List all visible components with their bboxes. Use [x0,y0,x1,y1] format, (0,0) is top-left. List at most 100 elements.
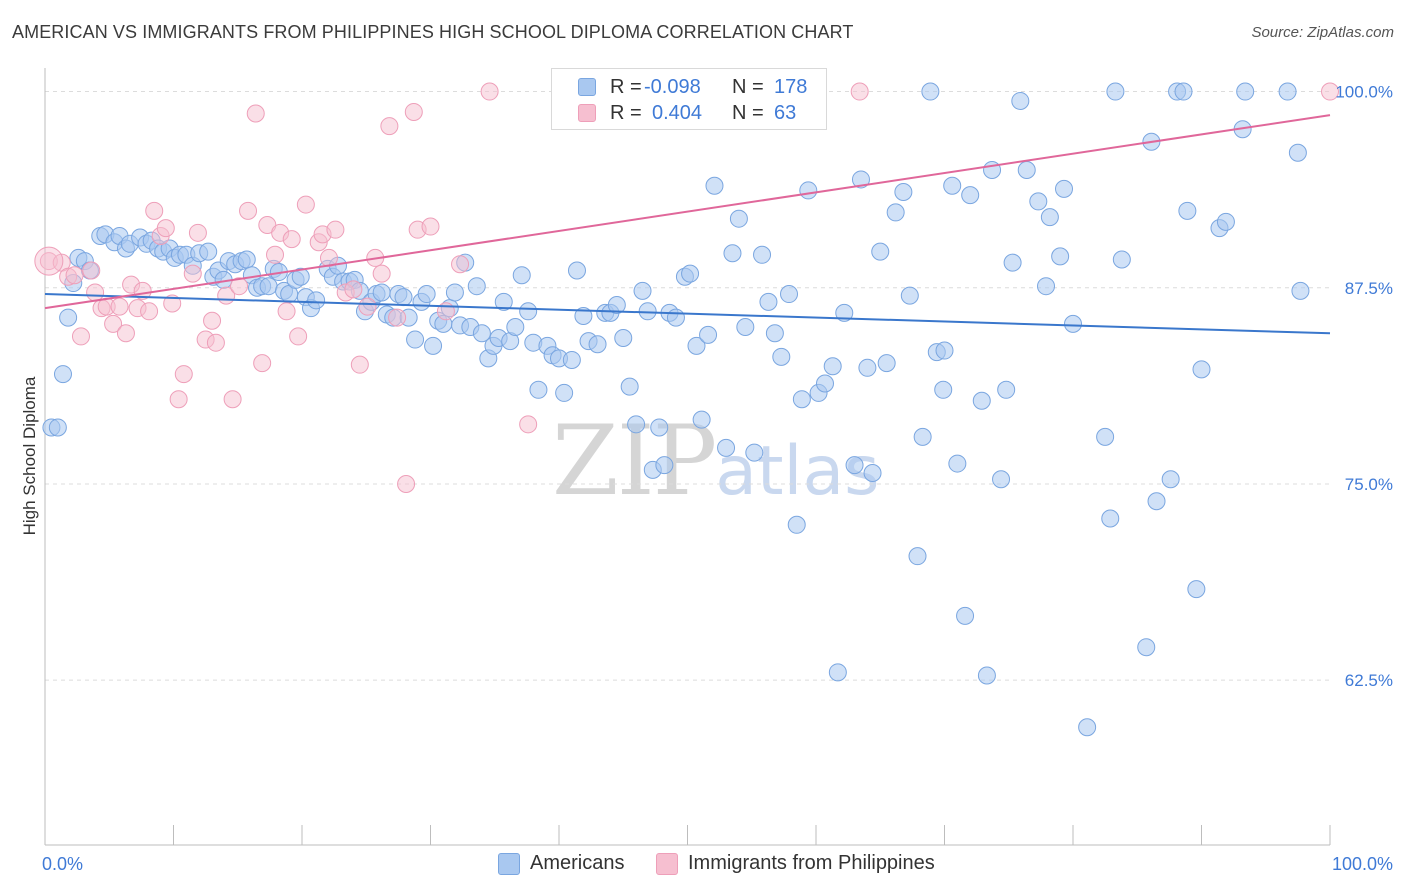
philippines-point [116,324,135,343]
americans-points [42,82,1310,737]
americans-point [237,250,256,269]
legend-n-label: N = [732,102,764,124]
americans-point [588,335,607,354]
americans-point [845,456,864,475]
philippines-point [404,102,423,121]
americans-point [1147,492,1166,511]
philippines-point [203,311,222,330]
americans-point [1101,509,1120,528]
legend-r-value: -0.098 [644,76,701,98]
americans-swatch [578,78,596,96]
philippines-point [372,264,391,283]
philippines-point [133,281,152,300]
philippines-point [421,217,440,236]
americans-point [736,318,755,336]
americans-point [935,341,954,360]
americans-point [823,357,842,376]
americans-point [1055,179,1074,198]
philippines-point [223,390,242,409]
americans-point [394,288,413,307]
americans-point [1003,253,1022,272]
philippines-point [380,117,399,136]
legend-r-label: R = [610,102,642,124]
philippines-point [246,104,265,123]
americans-point [48,418,67,437]
philippines-points [34,82,1339,493]
philippines-point [163,294,182,313]
americans-point [633,281,652,300]
axis-labels: 62.5% 75.0% 87.5% 100.0% 0.0% 100.0% High Scho… [20,83,1393,874]
philippines-point [71,327,90,346]
americans-point [699,325,718,344]
philippines-point [344,280,363,299]
americans-point [307,291,326,310]
americans-point [877,354,896,373]
americans-point [780,285,799,304]
philippines-point [277,302,296,321]
axes [44,68,1331,846]
americans-point [871,242,890,261]
americans-point [472,324,491,343]
americans-point [494,292,513,311]
philippines-point [266,245,285,264]
philippines-point-cluster [34,246,64,276]
americans-point [1192,360,1211,379]
philippines-point [1321,82,1339,101]
philippines-point [358,297,377,316]
americans-point [1178,201,1197,220]
legend-r-value: 0.404 [652,102,703,124]
americans-point [1236,82,1255,101]
philippines-legend-swatch [656,853,678,875]
americans-point [921,82,940,101]
philippines-legend-label: Immigrants from Philippines [688,852,935,874]
americans-point [723,244,742,263]
philippines-point [188,223,207,242]
philippines-point [388,308,407,327]
americans-point [567,261,586,280]
americans-point [997,380,1016,399]
philippines-point [86,283,105,302]
philippines-point [140,302,159,321]
americans-point [1096,427,1115,446]
americans-point [956,606,975,625]
americans-point [655,456,674,475]
americans-point [943,176,962,195]
americans-legend-swatch [498,853,520,875]
philippines-point [296,195,315,214]
americans-point [681,264,700,283]
philippines-point [397,474,416,493]
philippines-point [82,261,101,280]
philippines-point [253,354,272,373]
americans-point [851,170,870,189]
trend-lines [44,114,1331,335]
americans-point [948,454,967,473]
americans-point [934,380,953,399]
y-tick-label: 75.0% [1345,475,1393,494]
americans-point [291,267,310,286]
americans-point [717,438,736,457]
philippines-point [145,201,164,220]
americans-point [650,418,669,437]
americans-point [792,390,811,409]
americans-point [705,176,724,195]
philippines-point [289,327,308,346]
philippines-point [206,333,225,352]
americans-point [1291,281,1310,300]
philippines-swatch [578,104,596,122]
americans-point [555,383,574,402]
stats-legend: R = -0.098 N = 178 R = 0.404 N = 63 [551,68,827,130]
americans-point [1216,212,1235,231]
americans-point [977,666,996,685]
americans-point [858,358,877,377]
americans-point [692,410,711,429]
americans-point [259,277,278,296]
americans-point [1078,718,1097,737]
americans-point [666,308,685,327]
americans-point [787,515,806,534]
americans-point [1137,638,1156,657]
americans-point [614,328,633,347]
americans-point [863,463,882,482]
americans-point [1278,82,1297,101]
y-tick-label: 62.5% [1345,671,1393,690]
philippines-point [326,220,345,239]
